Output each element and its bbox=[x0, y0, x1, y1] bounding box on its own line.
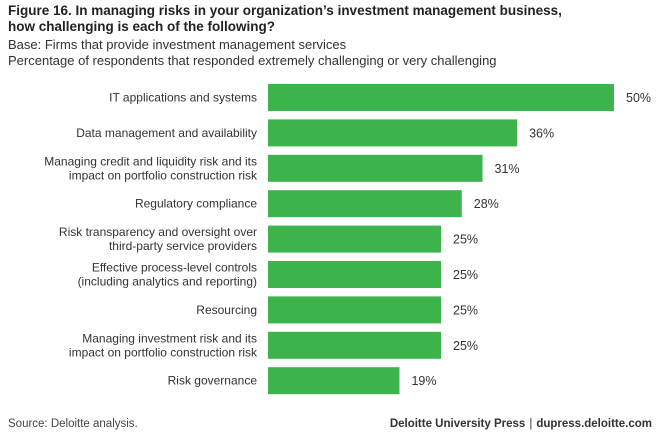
bar-7 bbox=[268, 296, 441, 324]
bar-2 bbox=[268, 119, 518, 147]
bar-9 bbox=[268, 367, 400, 395]
bar-1 bbox=[268, 84, 614, 111]
value-label-7: 25% bbox=[453, 303, 478, 317]
category-label-3: Managing credit and liquidity risk and i… bbox=[44, 154, 258, 182]
category-label-2: Data management and availability bbox=[76, 126, 257, 140]
category-label-7: Resourcing bbox=[196, 303, 257, 317]
value-label-1: 50% bbox=[626, 91, 651, 105]
value-label-9: 19% bbox=[411, 374, 436, 388]
bar-8 bbox=[268, 331, 441, 359]
category-label-5: Risk transparency and oversight over thir… bbox=[59, 225, 257, 253]
source-note: Source: Deloitte analysis. bbox=[8, 418, 138, 430]
category-label-1: IT applications and systems bbox=[109, 91, 257, 105]
category-label-9: Risk governance bbox=[168, 374, 258, 388]
chart-base-note: Base: Firms that provide investment mana… bbox=[8, 37, 347, 52]
chart-title: Figure 16. In managing risks in your org… bbox=[8, 3, 562, 34]
value-label-3: 31% bbox=[495, 162, 520, 176]
publisher-website[interactable]: dupress.deloitte.com bbox=[536, 418, 652, 430]
bar-6 bbox=[268, 261, 441, 288]
bar-5 bbox=[268, 225, 441, 253]
value-label-5: 25% bbox=[453, 233, 478, 247]
value-label-8: 25% bbox=[453, 339, 478, 353]
value-label-4: 28% bbox=[474, 197, 499, 211]
category-label-4: Regulatory compliance bbox=[135, 197, 257, 211]
bar-3 bbox=[268, 154, 483, 182]
publisher-name: Deloitte University Press bbox=[389, 418, 526, 430]
chart-measure-note: Percentage of respondents that responded… bbox=[8, 53, 497, 68]
value-label-6: 25% bbox=[453, 268, 478, 282]
category-label-6: Effective process-level controls (includi… bbox=[78, 261, 257, 289]
bar-4 bbox=[268, 190, 462, 218]
category-label-8: Managing investment risk and its impact o… bbox=[69, 331, 258, 359]
credit-separator: | bbox=[529, 418, 533, 430]
publisher-credit: Deloitte University Press | dupress.deloit… bbox=[390, 418, 652, 430]
value-label-2: 36% bbox=[529, 126, 554, 140]
